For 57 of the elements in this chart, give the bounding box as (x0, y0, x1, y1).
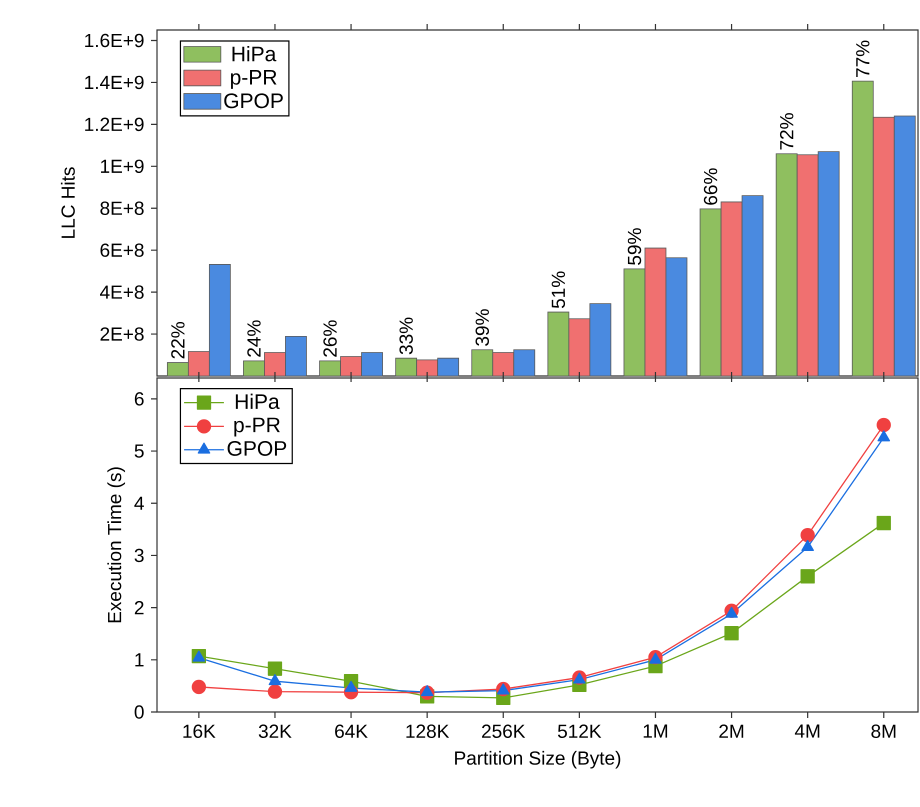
x-axis-title: Partition Size (Byte) (455, 750, 620, 769)
y-tick-label: 2 (134, 600, 144, 614)
annotation: 59% (628, 228, 642, 265)
point (800, 569, 815, 584)
x-tick-label: 128K (406, 724, 450, 738)
point (876, 516, 891, 530)
x-tick-label: 4M (794, 724, 820, 738)
point (649, 652, 662, 664)
y-tick-label: 3 (134, 548, 144, 562)
x-tick-label: 32K (258, 724, 292, 738)
y-tick-label: 4E+8 (100, 285, 144, 299)
y-axis-title: Execution Time (s) (107, 467, 126, 622)
y-tick-label: 8E+8 (100, 202, 144, 215)
annotation: 39% (476, 309, 489, 346)
x-tick-label: 64K (335, 724, 368, 738)
point (876, 418, 891, 432)
point (420, 685, 434, 696)
annotation: 72% (780, 113, 794, 150)
x-tick-label: 8M (871, 724, 896, 738)
x-tick-label: 2M (719, 724, 744, 738)
annotation: 77% (856, 40, 870, 77)
point (725, 606, 738, 618)
point (268, 674, 282, 686)
x-tick-label: 16K (183, 724, 216, 738)
point (724, 626, 739, 640)
y-tick-label: 0 (134, 705, 144, 719)
y-tick-label: 1E+9 (101, 160, 144, 174)
x-tick-label: 256K (482, 724, 526, 738)
y-tick-label: 6 (134, 392, 144, 406)
point (268, 684, 282, 699)
legend-label: p-PR (230, 70, 277, 89)
legend-label: GPOP (224, 93, 283, 108)
y-tick-label: 1.4E+9 (85, 76, 144, 90)
x-tick-label: 1M (644, 724, 668, 738)
annotation: 22% (171, 322, 185, 358)
y-tick-label: 5 (134, 444, 144, 458)
annotation: 51% (552, 271, 566, 308)
y-tick-label: 1 (135, 653, 144, 666)
point (268, 662, 282, 676)
point (344, 680, 358, 692)
annotation: 33% (399, 318, 413, 354)
y-tick-label: 6E+8 (100, 243, 144, 257)
x-tick-label: 512K (558, 724, 602, 738)
legend-label: p-PR (234, 418, 280, 436)
point (800, 528, 815, 542)
legend-label: HiPa (232, 46, 276, 62)
y-tick-label: 2E+8 (100, 327, 144, 341)
legend-label: HiPa (236, 394, 280, 410)
y-tick-label: 1.6E+9 (85, 34, 144, 48)
y-tick-label: 1.2E+9 (85, 118, 144, 132)
annotation: 66% (704, 168, 718, 205)
legend-label: GPOP (228, 440, 286, 456)
y-axis-title: LLC Hits (60, 167, 75, 238)
point (192, 680, 206, 694)
annotation: 26% (323, 320, 337, 357)
y-tick-label: 4 (134, 496, 144, 510)
annotation: 24% (247, 320, 261, 357)
